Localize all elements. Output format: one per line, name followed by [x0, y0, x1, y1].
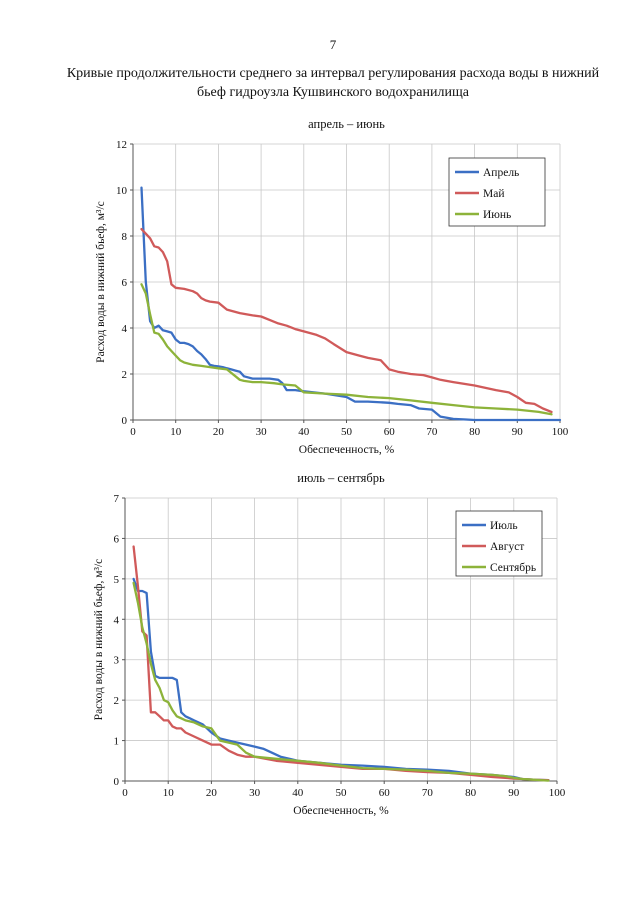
x-tick-label: 80 [469, 426, 481, 438]
y-tick-label: 6 [122, 277, 128, 289]
y-tick-label: 4 [114, 614, 120, 626]
legend-entry: Август [490, 541, 524, 553]
chart1-title: апрель – июнь [308, 117, 385, 131]
x-tick-label: 50 [336, 787, 348, 799]
x-tick-label: 90 [512, 426, 524, 438]
y-tick-label: 1 [114, 736, 120, 748]
x-tick-label: 40 [298, 426, 310, 438]
y-tick-label: 3 [114, 655, 120, 667]
y-axis-label: Расход воды в нижний бьеф, м³/с [95, 201, 107, 363]
x-tick-label: 60 [379, 787, 391, 799]
y-tick-label: 2 [122, 369, 128, 381]
series-line-Май [140, 227, 553, 414]
x-tick-label: 50 [341, 426, 353, 438]
document-title: Кривые продолжительности среднего за инт… [40, 64, 626, 102]
legend-entry: Апрель [483, 167, 519, 179]
x-axis-label: Обеспеченность, % [299, 444, 395, 456]
x-tick-label: 10 [170, 426, 182, 438]
series-line-Июль [132, 577, 550, 782]
y-tick-label: 7 [114, 493, 120, 505]
series-line-Сентябрь [132, 581, 550, 782]
series-line-Апрель [140, 186, 562, 422]
chart2-title: июль – сентябрь [297, 471, 385, 485]
x-tick-label: 100 [552, 426, 569, 438]
legend-entry: Май [483, 188, 504, 200]
x-axis-label: Обеспеченность, % [293, 805, 389, 817]
x-tick-label: 80 [465, 787, 477, 799]
x-tick-label: 20 [206, 787, 218, 799]
x-tick-label: 20 [213, 426, 225, 438]
x-tick-label: 70 [426, 426, 438, 438]
series-line-Июнь [140, 283, 553, 416]
chart-2: 0 10 20 30 40 50 60 70 80 90 100 0 1 2 3 4 5 6 7 Обеспеченн… [93, 493, 566, 817]
y-tick-label: 5 [114, 574, 120, 586]
y-tick-label: 2 [114, 695, 120, 707]
legend-entry: Июль [490, 520, 518, 532]
y-tick-label: 10 [116, 185, 128, 197]
x-tick-label: 0 [130, 426, 136, 438]
y-tick-label: 8 [122, 231, 128, 243]
x-tick-label: 30 [249, 787, 261, 799]
x-tick-label: 70 [422, 787, 434, 799]
legend-entry: Июнь [483, 209, 511, 221]
legend-box [455, 510, 543, 577]
x-tick-label: 90 [508, 787, 520, 799]
legend-entry: Сентябрь [490, 562, 536, 574]
y-tick-label: 12 [116, 139, 127, 151]
y-tick-label: 4 [122, 323, 128, 335]
y-axis-label: Расход воды в нижний бьеф, м³/с [93, 559, 105, 721]
x-tick-label: 0 [122, 787, 128, 799]
title-line-1: Кривые продолжительности среднего за инт… [66, 66, 600, 81]
y-tick-label: 6 [114, 533, 120, 545]
x-tick-label: 40 [292, 787, 304, 799]
x-tick-label: 10 [163, 787, 175, 799]
x-tick-label: 60 [384, 426, 396, 438]
x-tick-label: 30 [256, 426, 268, 438]
y-tick-label: 0 [122, 415, 128, 427]
title-line-2: бьеф гидроузла Кушвинского водохранилища [197, 85, 469, 100]
y-tick-label: 0 [114, 776, 120, 788]
x-tick-label: 100 [549, 787, 566, 799]
page-number: 7 [329, 37, 337, 52]
chart-1: 0 10 20 30 40 50 60 70 80 90 100 0 2 4 6 8 10 12 Обеспечен… [95, 139, 569, 456]
